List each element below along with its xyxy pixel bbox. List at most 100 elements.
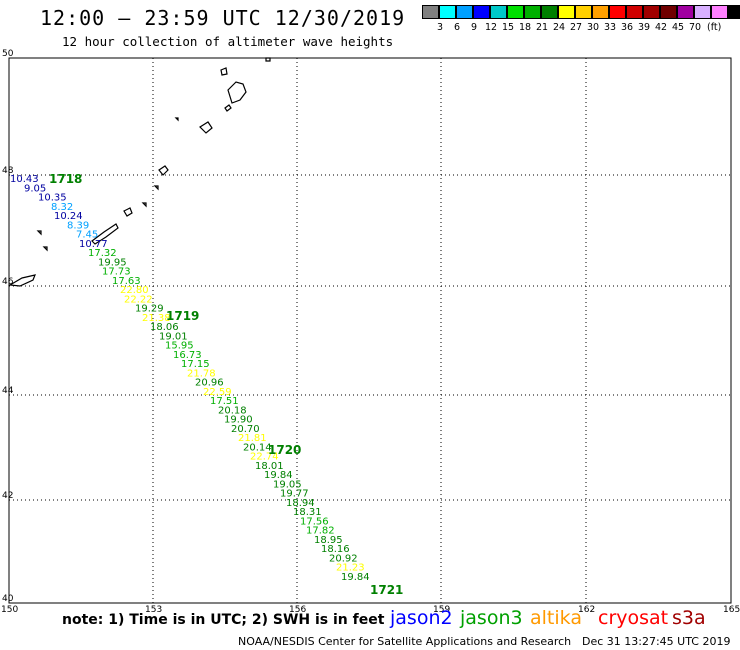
wave-height-value: 18.31 <box>293 507 322 518</box>
wave-height-value: 22.22 <box>124 294 153 305</box>
lon-tick-label: 153 <box>145 605 162 615</box>
legend-swatch <box>643 5 660 19</box>
island-outline <box>8 274 36 287</box>
wave-height-value: 15.95 <box>165 341 194 352</box>
wave-height-value: 21.78 <box>187 368 216 379</box>
legend-swatch <box>473 5 490 19</box>
wave-height-value: 7.45 <box>76 230 98 241</box>
legend-swatch <box>456 5 473 19</box>
wave-height-value: 18.95 <box>314 535 343 546</box>
lat-tick-label: 46 <box>2 277 14 287</box>
island-outline <box>141 202 147 208</box>
wave-height-value: 19.01 <box>159 331 188 342</box>
island-outline <box>42 246 48 252</box>
island-outline <box>174 117 179 122</box>
map-frame <box>8 57 732 604</box>
legend-swatch <box>524 5 541 19</box>
legend-swatch <box>660 5 677 19</box>
page-subtitle: 12 hour collection of altimeter wave hei… <box>62 34 394 49</box>
legend-tick-label: 6 <box>453 22 461 33</box>
wave-height-value: 20.14 <box>243 442 272 453</box>
track-time-label: 1720 <box>268 443 301 457</box>
wave-height-value: 17.32 <box>88 248 117 259</box>
satellite-label-jason2: jason2 <box>390 607 453 629</box>
legend-swatch <box>694 5 711 19</box>
satellite-label-jason3: jason3 <box>460 607 523 629</box>
legend-swatch <box>592 5 609 19</box>
wave-height-value: 21.38 <box>142 313 171 324</box>
wave-height-value: 19.84 <box>341 572 370 583</box>
satellite-label-cryosat: cryosat <box>598 607 669 629</box>
legend-swatch <box>490 5 507 19</box>
wave-height-value: 18.16 <box>321 544 350 555</box>
wave-height-value: 8.39 <box>67 220 89 231</box>
legend-tick-label: 36 <box>620 22 634 33</box>
wave-height-value: 20.96 <box>195 378 224 389</box>
legend-swatch <box>422 5 439 19</box>
lon-tick-label: 156 <box>289 605 306 615</box>
wave-height-value: 17.56 <box>300 516 329 527</box>
legend-swatch <box>439 5 456 19</box>
legend-tick-label: 39 <box>637 22 651 33</box>
track-time-label: 1721 <box>370 583 403 597</box>
island-outline <box>199 121 213 134</box>
wave-height-value: 10.24 <box>54 211 83 222</box>
lat-tick-label: 42 <box>2 491 13 501</box>
wave-height-value: 19.05 <box>273 479 302 490</box>
wave-height-value: 20.70 <box>231 424 260 435</box>
legend-tick-label: 70 <box>688 22 702 33</box>
legend-unit: (ft) <box>707 22 722 33</box>
island-outline <box>158 165 169 176</box>
legend-swatch <box>609 5 626 19</box>
legend-tick-label: 18 <box>518 22 532 33</box>
island-outline <box>36 230 42 236</box>
wave-height-value: 16.73 <box>173 350 202 361</box>
wave-height-value: 22.74 <box>250 452 279 463</box>
wave-height-value: 10.77 <box>79 239 108 250</box>
legend-tick-label: 30 <box>586 22 600 33</box>
wave-height-value: 21.23 <box>336 563 365 574</box>
legend-tick-label: 45 <box>671 22 685 33</box>
island-outline <box>123 207 133 217</box>
wave-height-value: 19.77 <box>280 489 309 500</box>
island-outline <box>220 67 228 76</box>
wave-height-value: 8.32 <box>51 202 73 213</box>
wave-height-value: 21.81 <box>238 433 267 444</box>
legend-tick-label: 21 <box>535 22 549 33</box>
generated-timestamp: Dec 31 13:27:45 UTC 2019 <box>582 635 731 648</box>
legend-tick-label: 42 <box>654 22 668 33</box>
wave-height-value: 17.63 <box>112 276 141 287</box>
wave-height-value: 19.84 <box>264 470 293 481</box>
lat-tick-label: 50 <box>2 49 14 59</box>
satellite-label-s3a: s3a <box>672 607 706 629</box>
wave-height-value: 20.92 <box>329 553 358 564</box>
wave-height-value: 17.82 <box>306 526 335 537</box>
legend-tick-label: 24 <box>552 22 566 33</box>
legend-swatch <box>677 5 694 19</box>
legend-swatch <box>541 5 558 19</box>
lon-tick-label: 162 <box>578 605 595 615</box>
lon-tick-label: 150 <box>1 605 18 615</box>
legend-tick-label: 33 <box>603 22 617 33</box>
satellite-label-altika: altika <box>530 607 582 629</box>
footnote: note: 1) Time is in UTC; 2) SWH is in fe… <box>62 612 385 628</box>
wave-height-value: 19.29 <box>135 304 164 315</box>
legend-tick-label: 12 <box>484 22 498 33</box>
wave-height-value: 22.80 <box>120 285 149 296</box>
lon-tick-label: 159 <box>433 605 450 615</box>
legend-tick-label: 15 <box>501 22 515 33</box>
legend-tick-label: 27 <box>569 22 583 33</box>
lat-tick-label: 40 <box>2 594 14 604</box>
wave-height-value: 9.05 <box>24 183 46 194</box>
credit-line: NOAA/NESDIS Center for Satellite Applica… <box>238 635 572 648</box>
island-outline <box>265 57 271 62</box>
track-time-label: 1718 <box>49 172 82 186</box>
wave-height-value: 20.18 <box>218 405 247 416</box>
island-outline <box>224 104 232 112</box>
legend-swatch <box>728 5 740 19</box>
wave-height-value: 17.51 <box>210 396 239 407</box>
lon-tick-label: 165 <box>723 605 740 615</box>
legend-swatch <box>626 5 643 19</box>
wave-height-value: 18.01 <box>255 461 284 472</box>
